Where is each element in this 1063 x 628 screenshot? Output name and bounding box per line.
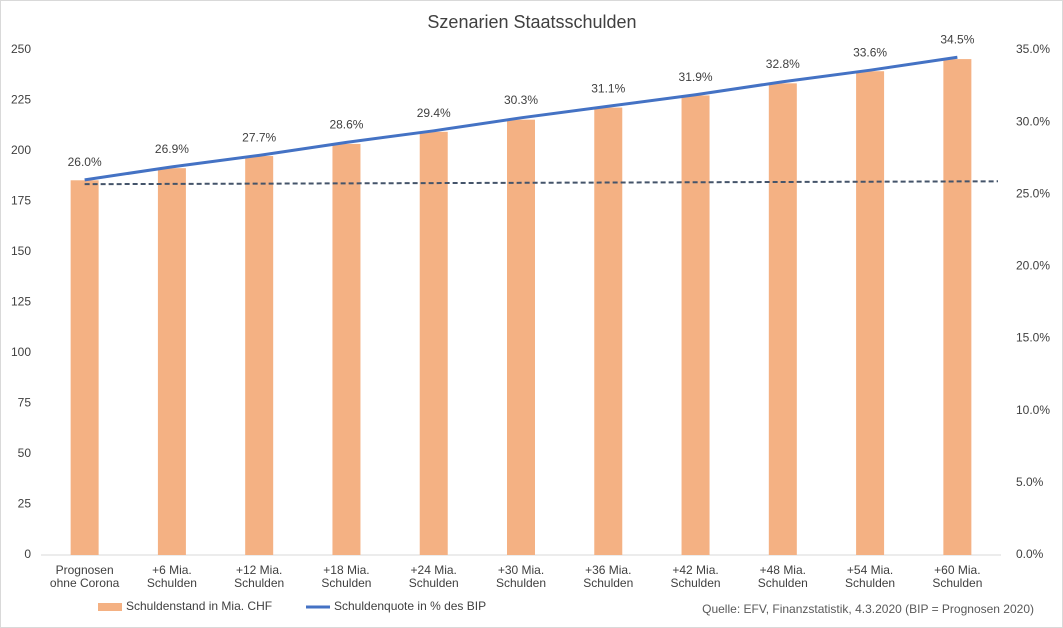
x-tick-label: +54 Mia. Schulden [845,563,896,590]
data-label: 31.9% [679,70,713,84]
data-label: 33.6% [853,45,887,59]
data-label: 30.3% [504,93,538,107]
y-tick-label: 150 [11,244,31,258]
data-label: 26.9% [155,142,189,156]
bar [768,83,797,555]
bar [157,168,186,556]
y2-tick-label: 15.0% [1016,331,1050,345]
y-tick-label: 225 [11,93,31,107]
data-label: 26.0% [68,155,102,169]
x-tick-label: +12 Mia. Schulden [234,563,285,590]
y2-tick-label: 35.0% [1016,42,1050,56]
data-label: 34.5% [940,32,974,46]
y-tick-label: 25 [18,497,32,511]
bar [681,95,710,555]
data-label: 32.8% [766,57,800,71]
data-label: 31.1% [591,81,625,95]
y-tick-label: 250 [11,42,31,56]
legend-label: Schuldenstand in Mia. CHF [126,599,272,613]
data-label: 29.4% [417,106,451,120]
y-tick-label: 50 [18,446,32,460]
y-tick-label: 75 [18,396,32,410]
x-tick-label: +36 Mia. Schulden [583,563,634,590]
data-label: 27.7% [242,131,276,145]
y-tick-label: 0 [24,547,31,561]
y2-tick-label: 5.0% [1016,475,1044,489]
bar [507,119,535,555]
legend-swatch [98,603,122,611]
source-note: Quelle: EFV, Finanzstatistik, 4.3.2020 (… [702,602,1034,616]
legend-label: Schuldenquote in % des BIP [334,599,486,613]
bar [419,131,448,555]
reference-line [84,180,999,186]
x-tick-label: +48 Mia. Schulden [757,563,808,590]
line [84,55,958,182]
y-tick-label: 175 [11,194,31,208]
x-tick-label: Prognosen ohne Corona [49,563,120,590]
y-tick-label: 200 [11,143,31,157]
y2-tick-label: 30.0% [1016,114,1050,128]
bar [943,59,972,556]
x-tick-label: +18 Mia. Schulden [321,563,372,590]
chart-title: Szenarien Staatsschulden [427,12,636,32]
x-tick-label: +60 Mia. Schulden [932,563,983,590]
x-tick-label: +42 Mia. Schulden [670,563,721,590]
y2-tick-label: 0.0% [1016,547,1044,561]
y-tick-label: 100 [11,345,31,359]
y2-tick-label: 10.0% [1016,403,1050,417]
data-label: 28.6% [329,118,363,132]
bar [856,71,885,556]
bar [332,143,361,555]
y-tick-label: 125 [11,295,31,309]
x-tick-label: +24 Mia. Schulden [408,563,459,590]
bar [70,180,99,556]
y2-tick-label: 25.0% [1016,186,1050,200]
bar [245,156,274,556]
y2-tick-label: 20.0% [1016,259,1050,273]
bar [594,107,623,555]
x-tick-label: +6 Mia. Schulden [146,563,197,590]
x-tick-label: +30 Mia. Schulden [495,563,547,590]
